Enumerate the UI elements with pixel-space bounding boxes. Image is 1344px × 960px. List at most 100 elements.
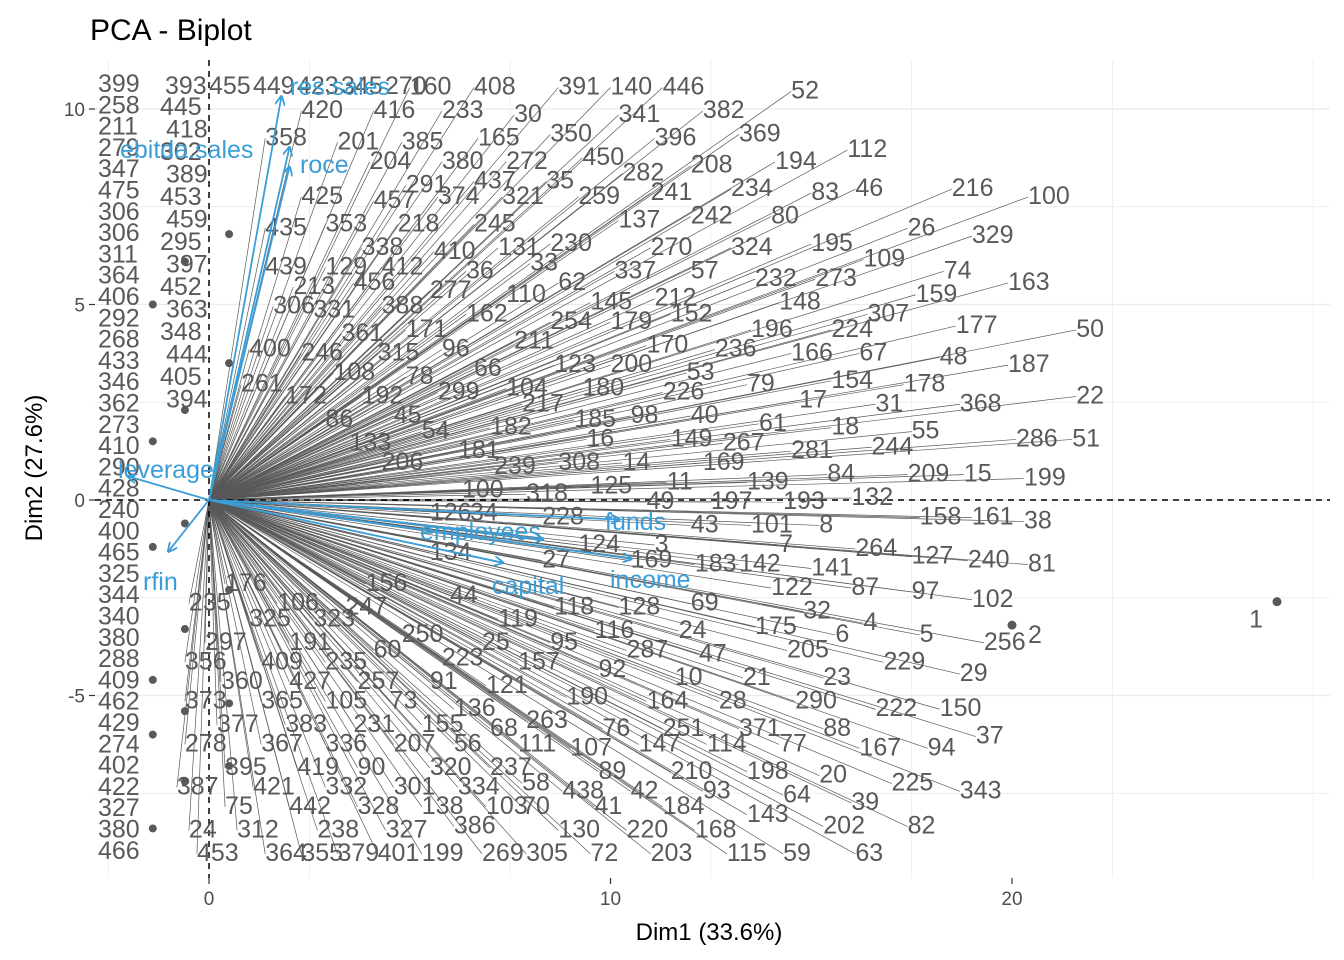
observation-label: 167 [859, 733, 901, 761]
connector-line [208, 499, 920, 636]
x-tick-label: 20 [1001, 889, 1022, 910]
observation-label: 168 [695, 815, 737, 843]
observation-label: 229 [884, 647, 926, 675]
connector-line [184, 499, 210, 702]
connector-line [208, 91, 792, 501]
observation-label: 338 [362, 233, 404, 261]
connector-line [208, 462, 703, 501]
connector-line [208, 462, 623, 501]
connector-line [208, 353, 378, 501]
observation-label: 200 [611, 350, 653, 378]
observation-label: 138 [422, 792, 464, 820]
observation-label: 17 [799, 385, 827, 413]
observation-label: 80 [771, 202, 799, 230]
observation-label: 211 [514, 327, 554, 355]
observation-label: 209 [908, 460, 950, 488]
observation-label: 155 [422, 710, 464, 738]
connector-line [184, 499, 210, 745]
connector-line [208, 499, 455, 745]
connector-line [208, 499, 559, 831]
connector-line [208, 499, 960, 792]
connector-line [208, 181, 475, 501]
x-tick-label: 10 [600, 889, 621, 910]
observation-point [225, 230, 234, 239]
observation-label: 48 [940, 342, 968, 370]
observation-label: 74 [944, 256, 972, 284]
observation-label: 400 [249, 335, 291, 363]
connector-line [208, 439, 1073, 501]
observation-label: 216 [952, 174, 994, 202]
observation-label: 207 [394, 729, 436, 757]
observation-connector-lines [176, 87, 1077, 855]
observation-label: 449 [253, 72, 295, 100]
observation-label: 8 [819, 510, 833, 538]
observation-label: 111 [518, 729, 556, 757]
connector-line [208, 499, 591, 855]
observation-label: 175 [755, 612, 797, 640]
observation-label: 82 [908, 812, 936, 840]
observation-label: 290 [795, 686, 837, 714]
observation-label: 24 [679, 616, 707, 644]
connector-line [208, 499, 928, 749]
observation-label: 369 [739, 119, 781, 147]
observation-label: 75 [225, 792, 253, 820]
connector-line [208, 188, 732, 501]
connector-line [208, 499, 238, 831]
connector-line [208, 270, 691, 501]
observation-label: 306 [98, 198, 140, 226]
observation-label: 89 [598, 757, 626, 785]
observation-label: 425 [301, 182, 343, 210]
observation-label: 149 [671, 424, 713, 452]
connector-line [208, 372, 687, 501]
observation-label: 119 [498, 604, 538, 632]
observation-label: 203 [651, 839, 693, 867]
observation-label: 26 [908, 213, 936, 241]
observation-label: 331 [313, 295, 355, 323]
observation-label: 59 [783, 839, 811, 867]
observation-label: 399 [98, 70, 140, 98]
connector-line [208, 499, 647, 702]
connector-line [208, 499, 788, 651]
observation-point [1272, 597, 1282, 607]
observation-label: 456 [354, 268, 396, 296]
observation-label: 423 [297, 72, 339, 100]
connector-line [208, 216, 691, 501]
observation-label: 202 [823, 812, 865, 840]
connector-line [208, 499, 262, 745]
connector-line [208, 157, 583, 501]
observation-label: 388 [382, 292, 424, 320]
observation-label: 287 [627, 636, 669, 664]
observation-label: 226 [663, 378, 705, 406]
connector-line [208, 499, 374, 651]
observation-label: 86 [325, 405, 353, 433]
connector-line [208, 142, 338, 501]
observation-label: 55 [912, 417, 940, 445]
observation-label: 324 [731, 233, 773, 261]
observation-label: 179 [611, 307, 653, 335]
observation-label: 78 [406, 362, 434, 390]
connector-line [208, 499, 876, 710]
observation-label: 102 [972, 585, 1014, 613]
connector-line [208, 278, 816, 501]
observation-label: 320 [430, 753, 472, 781]
connector-line [208, 188, 952, 501]
observation-label: 131 [498, 233, 540, 261]
connector-line [208, 499, 523, 808]
observation-label: 410 [434, 237, 476, 265]
observation-label: 61 [759, 409, 787, 437]
observation-points [148, 230, 1282, 833]
connector-line [208, 499, 218, 725]
observation-label: 455 [209, 72, 251, 100]
observation-label: 79 [747, 370, 775, 398]
observation-label: 371 [739, 714, 781, 742]
observation-label: 53 [687, 358, 715, 386]
observation-label: 292 [98, 304, 140, 332]
observation-point [148, 675, 157, 684]
observation-label: 51 [1072, 424, 1100, 452]
observation-label: 340 [98, 603, 140, 631]
connector-line [208, 247, 651, 501]
observation-label: 40 [691, 401, 719, 429]
connector-line [208, 499, 451, 597]
observation-label: 268 [98, 326, 140, 354]
observation-label: 121 [486, 671, 528, 699]
